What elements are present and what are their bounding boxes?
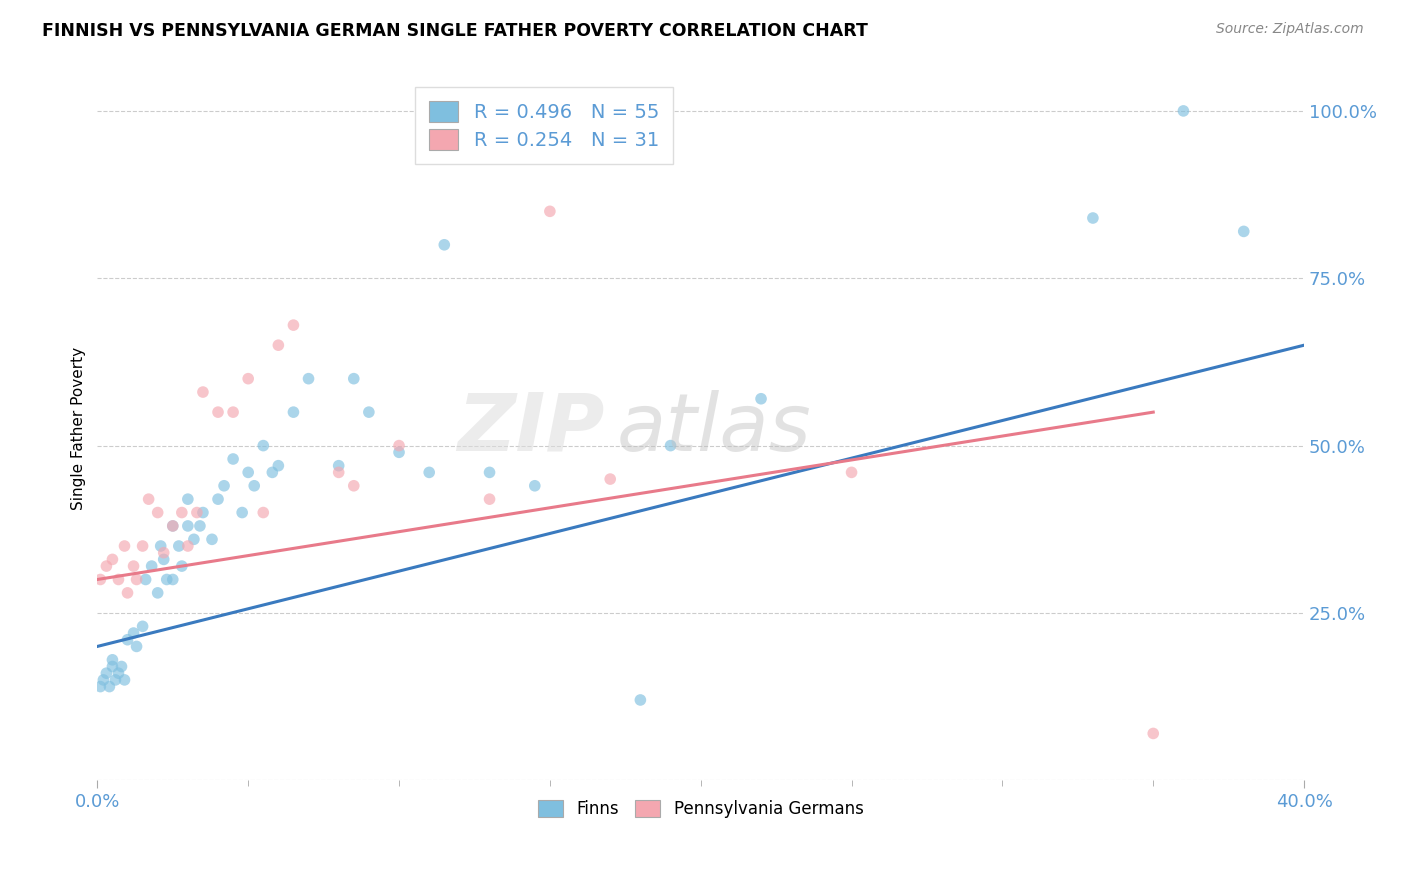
Point — [283, 405, 305, 419]
Point — [343, 479, 366, 493]
Point — [107, 666, 129, 681]
Text: ZIP: ZIP — [457, 390, 605, 468]
Point — [1173, 103, 1195, 118]
Point — [328, 466, 350, 480]
Point — [135, 573, 157, 587]
Point — [523, 479, 546, 493]
Text: atlas: atlas — [616, 390, 811, 468]
Point — [267, 338, 290, 352]
Point — [222, 452, 245, 467]
Point — [207, 492, 229, 507]
Point — [131, 619, 153, 633]
Point — [177, 492, 200, 507]
Point — [243, 479, 266, 493]
Point — [252, 506, 274, 520]
Point — [117, 586, 139, 600]
Point — [357, 405, 380, 419]
Point — [98, 680, 121, 694]
Point — [297, 372, 319, 386]
Point — [207, 405, 229, 419]
Point — [107, 573, 129, 587]
Point — [267, 458, 290, 473]
Point — [162, 573, 184, 587]
Point — [183, 533, 205, 547]
Point — [418, 466, 440, 480]
Point — [659, 439, 682, 453]
Point — [538, 204, 561, 219]
Point — [177, 539, 200, 553]
Legend: Finns, Pennsylvania Germans: Finns, Pennsylvania Germans — [531, 793, 870, 825]
Point — [104, 673, 127, 687]
Point — [1142, 726, 1164, 740]
Point — [388, 439, 411, 453]
Point — [122, 626, 145, 640]
Point — [433, 237, 456, 252]
Point — [138, 492, 160, 507]
Point — [478, 492, 501, 507]
Point — [101, 659, 124, 673]
Point — [1081, 211, 1104, 225]
Point — [191, 506, 214, 520]
Point — [222, 405, 245, 419]
Point — [628, 693, 651, 707]
Point — [149, 539, 172, 553]
Point — [328, 458, 350, 473]
Point — [101, 653, 124, 667]
Point — [212, 479, 235, 493]
Point — [93, 673, 115, 687]
Point — [167, 539, 190, 553]
Point — [478, 466, 501, 480]
Point — [191, 385, 214, 400]
Point — [388, 445, 411, 459]
Point — [89, 680, 111, 694]
Point — [110, 659, 132, 673]
Point — [1233, 224, 1256, 238]
Text: Source: ZipAtlas.com: Source: ZipAtlas.com — [1216, 22, 1364, 37]
Point — [201, 533, 224, 547]
Point — [238, 466, 260, 480]
Point — [117, 632, 139, 647]
Point — [96, 666, 118, 681]
Point — [152, 552, 174, 566]
Point — [177, 519, 200, 533]
Y-axis label: Single Father Poverty: Single Father Poverty — [72, 347, 86, 510]
Point — [89, 573, 111, 587]
Point — [252, 439, 274, 453]
Point — [156, 573, 179, 587]
Point — [170, 559, 193, 574]
Point — [125, 640, 148, 654]
Point — [152, 546, 174, 560]
Point — [162, 519, 184, 533]
Point — [114, 539, 136, 553]
Point — [231, 506, 253, 520]
Point — [841, 466, 863, 480]
Point — [599, 472, 621, 486]
Point — [238, 372, 260, 386]
Point — [125, 573, 148, 587]
Text: FINNISH VS PENNSYLVANIA GERMAN SINGLE FATHER POVERTY CORRELATION CHART: FINNISH VS PENNSYLVANIA GERMAN SINGLE FA… — [42, 22, 868, 40]
Point — [283, 318, 305, 332]
Point — [101, 552, 124, 566]
Point — [146, 586, 169, 600]
Point — [96, 559, 118, 574]
Point — [141, 559, 163, 574]
Point — [122, 559, 145, 574]
Point — [188, 519, 211, 533]
Point — [146, 506, 169, 520]
Point — [170, 506, 193, 520]
Point — [749, 392, 772, 406]
Point — [343, 372, 366, 386]
Point — [262, 466, 284, 480]
Point — [131, 539, 153, 553]
Point — [162, 519, 184, 533]
Point — [186, 506, 208, 520]
Point — [114, 673, 136, 687]
